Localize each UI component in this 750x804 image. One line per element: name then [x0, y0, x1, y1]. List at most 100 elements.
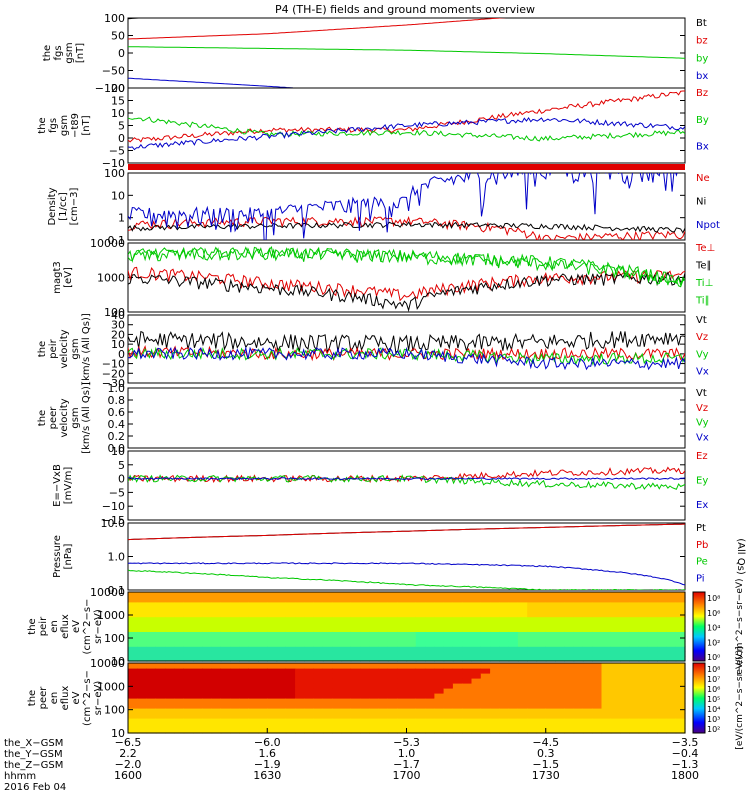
heatmap-cell [620, 673, 630, 679]
heatmap-cell [425, 683, 435, 689]
heatmap-cell [304, 693, 315, 699]
panel-frame [127, 172, 686, 241]
series-line [128, 477, 685, 480]
heatmap-cell [564, 713, 575, 719]
heatmap-cell [434, 668, 445, 674]
heatmap-cell [258, 646, 268, 652]
heatmap-cell [490, 673, 500, 679]
heatmap-cell [276, 631, 287, 637]
heatmap-cell [248, 663, 259, 669]
heatmap-cell [360, 596, 370, 603]
heatmap-cell [183, 673, 194, 679]
heatmap-cell [239, 611, 250, 618]
heatmap-cell [434, 646, 445, 652]
heatmap-cell [582, 616, 593, 623]
series-line [128, 116, 685, 142]
heatmap-cell [434, 651, 445, 657]
heatmap-cell [295, 616, 305, 623]
heatmap-cell [322, 621, 333, 628]
heatmap-cell [258, 663, 268, 669]
heatmap-cell [295, 728, 305, 734]
heatmap-cell [666, 626, 677, 632]
heatmap-cell [304, 728, 315, 734]
heatmap-cell [211, 673, 222, 679]
panel-frame [127, 522, 686, 591]
heatmap-cell [471, 592, 482, 598]
heatmap-cell [638, 673, 649, 679]
heatmap-cell [128, 611, 138, 618]
heatmap-cell [462, 663, 473, 669]
heatmap-cell [452, 616, 463, 623]
heatmap-cell [165, 683, 175, 689]
series-line [128, 221, 685, 234]
heatmap-cell [620, 641, 630, 647]
heatmap-cell [230, 678, 240, 684]
heatmap-cell [517, 651, 528, 657]
heatmap-cell [258, 606, 268, 613]
heatmap-cell [248, 728, 259, 734]
series-line [128, 562, 685, 586]
heatmap-cell [425, 611, 435, 618]
y-axis-label: [nT] [81, 115, 92, 135]
heatmap-cell [462, 611, 473, 618]
heatmap-cell [490, 631, 500, 637]
heatmap-cell [220, 656, 231, 662]
colorbar-tick-label: 10⁴ [707, 624, 720, 633]
heatmap-cell [146, 683, 157, 689]
heatmap-cell [378, 663, 389, 669]
heatmap-cell [322, 698, 333, 704]
heatmap-cell [322, 616, 333, 623]
heatmap-cell [332, 641, 343, 647]
heatmap-cell [592, 631, 603, 637]
heatmap-cell [128, 713, 138, 719]
heatmap-cell [397, 723, 408, 729]
x-tick-label: −2.0 [115, 758, 142, 771]
heatmap-cell [406, 703, 417, 709]
heatmap-cell [452, 688, 463, 694]
heatmap-cell [322, 646, 333, 652]
heatmap-cell [258, 641, 268, 647]
heatmap-cell [443, 698, 454, 704]
y-tick-label: 1.0 [108, 551, 126, 564]
heatmap-cell [165, 708, 175, 714]
heatmap-cell [499, 678, 510, 684]
heatmap-cell [564, 601, 575, 608]
heatmap-cell [592, 606, 603, 613]
heatmap-cell [174, 678, 185, 684]
heatmap-cell [267, 641, 278, 647]
heatmap-cell [369, 723, 380, 729]
heatmap-cell [387, 601, 398, 608]
heatmap-cell [183, 683, 194, 689]
heatmap-cell [657, 606, 667, 613]
heatmap-cell [397, 611, 408, 618]
heatmap-cell [508, 592, 519, 598]
heatmap-cell [536, 708, 547, 714]
heatmap-cell [443, 673, 454, 679]
heatmap-cell [527, 688, 538, 694]
heatmap-cell [146, 601, 157, 608]
heatmap-cell [573, 616, 584, 623]
heatmap-cell [332, 683, 343, 689]
heatmap-cell [675, 606, 686, 613]
y-tick-label: 40 [111, 309, 125, 322]
heatmap-cell [415, 656, 426, 662]
legend-entry: Pe [696, 557, 708, 568]
heatmap-cell [452, 708, 463, 714]
heatmap-cell [137, 646, 148, 652]
heatmap-cell [582, 688, 593, 694]
heatmap-cell [350, 596, 361, 603]
heatmap-cell [471, 651, 482, 657]
heatmap-cell [304, 683, 315, 689]
heatmap-cell [517, 621, 528, 628]
heatmap-cell [582, 708, 593, 714]
heatmap-cell [675, 728, 686, 734]
heatmap-cell [675, 723, 686, 729]
heatmap-cell [332, 646, 343, 652]
heatmap-cell [517, 596, 528, 603]
heatmap-cell [248, 693, 259, 699]
heatmap-cell [239, 708, 250, 714]
heatmap-cell [434, 703, 445, 709]
heatmap-cell [202, 616, 213, 623]
heatmap-cell [675, 683, 686, 689]
heatmap-cell [165, 688, 175, 694]
